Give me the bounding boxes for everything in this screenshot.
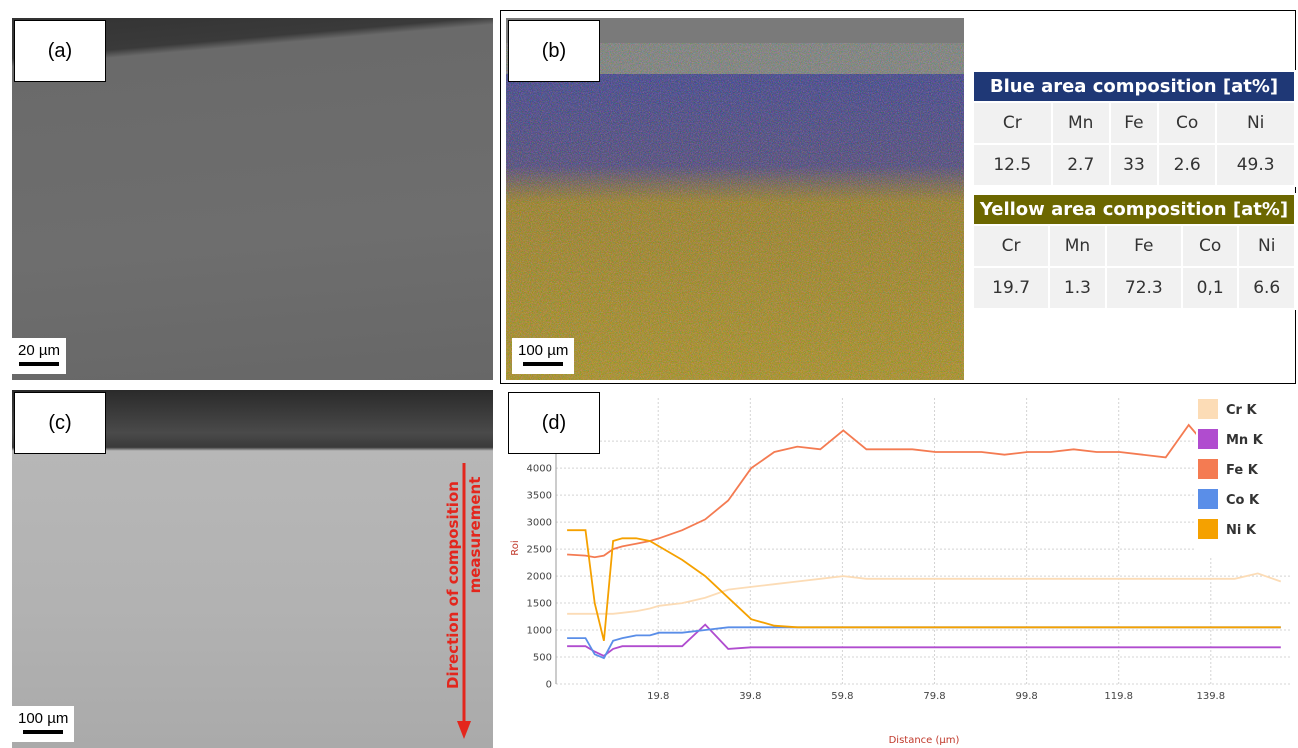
header-cell: Co — [1157, 101, 1218, 145]
x-tick-label: 59.8 — [831, 691, 853, 702]
panel-label: (b) — [508, 20, 600, 82]
scale-bar: 20 µm — [12, 338, 66, 374]
eds-map — [506, 18, 964, 380]
y-tick-label: 500 — [533, 653, 552, 664]
composition-tables: Blue area composition [at%] Cr Mn Fe Co Ni 12.… — [971, 70, 1296, 316]
legend-label: Cr K — [1226, 403, 1257, 418]
y-tick-label: 0 — [546, 680, 552, 691]
header-cell: Cr — [971, 224, 1051, 268]
panel-label: (c) — [14, 392, 106, 454]
series-line — [567, 529, 1281, 642]
value-cell: 33 — [1108, 143, 1160, 187]
series-line — [567, 623, 1281, 657]
legend-swatch — [1198, 519, 1218, 539]
value-cell: 72.3 — [1104, 266, 1183, 310]
scale-bar: 100 µm — [512, 338, 575, 374]
value-row: 19.7 1.3 72.3 0,1 6.6 — [971, 266, 1296, 310]
y-tick-label: 1500 — [527, 599, 552, 610]
legend-label: Ni K — [1226, 523, 1257, 538]
value-cell: 19.7 — [971, 266, 1051, 310]
composition-table: Blue area composition [at%] Cr Mn Fe Co Ni 12.… — [972, 70, 1296, 187]
legend-swatch — [1198, 489, 1218, 509]
panel-label: (a) — [14, 20, 106, 82]
plot-background — [506, 390, 1296, 748]
x-tick-label: 99.8 — [1015, 691, 1037, 702]
table-title-row: Blue area composition [at%] — [972, 70, 1296, 103]
value-cell: 0,1 — [1180, 266, 1240, 310]
header-cell: Fe — [1108, 101, 1160, 145]
x-tick-label: 39.8 — [739, 691, 761, 702]
composition-table: Yellow area composition [at%] Cr Mn Fe Co Ni 1… — [971, 193, 1296, 310]
value-cell: 2.7 — [1050, 143, 1111, 187]
scale-bar: 100 µm — [12, 706, 75, 742]
y-tick-label: 3500 — [527, 491, 552, 502]
scale-bar-label: 100 µm — [18, 710, 69, 727]
x-tick-label: 139.8 — [1196, 691, 1225, 702]
y-tick-label: 2500 — [527, 545, 552, 556]
legend-swatch — [1198, 429, 1218, 449]
value-cell: 6.6 — [1237, 266, 1296, 310]
y-tick-label: 1000 — [527, 626, 552, 637]
header-cell: Co — [1180, 224, 1240, 268]
x-axis-label: Distance (µm) — [889, 735, 960, 746]
annotation-text: Direction of composition — [444, 481, 462, 689]
header-row: Cr Mn Fe Co Ni — [971, 224, 1296, 268]
series-line — [567, 423, 1281, 559]
x-tick-label: 19.8 — [647, 691, 669, 702]
header-cell: Ni — [1237, 224, 1296, 268]
table-title: Blue area composition [at%] — [972, 70, 1296, 103]
scale-bar-label: 100 µm — [518, 342, 569, 359]
header-cell: Mn — [1050, 101, 1111, 145]
value-row: 12.5 2.7 33 2.6 49.3 — [972, 143, 1296, 187]
header-cell: Ni — [1215, 101, 1296, 145]
panel-label: (d) — [508, 392, 600, 454]
legend-swatch — [1198, 459, 1218, 479]
x-tick-label: 79.8 — [923, 691, 945, 702]
header-row: Cr Mn Fe Co Ni — [972, 101, 1296, 145]
annotation-text: measurement — [466, 477, 484, 594]
scale-bar-label: 20 µm — [18, 342, 60, 359]
y-tick-label: 2000 — [527, 572, 552, 583]
y-tick-label: 3000 — [527, 518, 552, 529]
value-cell: 1.3 — [1048, 266, 1107, 310]
y-tick-label: 4000 — [527, 464, 552, 475]
panel-frame — [500, 10, 1296, 384]
table-title: Yellow area composition [at%] — [972, 193, 1296, 226]
value-cell: 12.5 — [972, 143, 1053, 187]
series-line — [567, 572, 1282, 615]
legend-swatch — [1198, 399, 1218, 419]
legend-label: Fe K — [1226, 463, 1259, 478]
value-cell: 49.3 — [1215, 143, 1296, 187]
y-axis-label: Roi — [510, 540, 521, 555]
x-tick-label: 119.8 — [1104, 691, 1133, 702]
header-cell: Fe — [1104, 224, 1183, 268]
header-cell: Mn — [1048, 224, 1107, 268]
series-group — [567, 423, 1282, 660]
table-title-row: Yellow area composition [at%] — [972, 193, 1296, 226]
arrow-head — [457, 721, 471, 739]
legend-label: Mn K — [1226, 433, 1264, 448]
legend-label: Co K — [1226, 493, 1260, 508]
header-cell: Cr — [972, 101, 1053, 145]
direction-annotation: Direction of composition measurement — [444, 463, 484, 739]
value-cell: 2.6 — [1157, 143, 1218, 187]
